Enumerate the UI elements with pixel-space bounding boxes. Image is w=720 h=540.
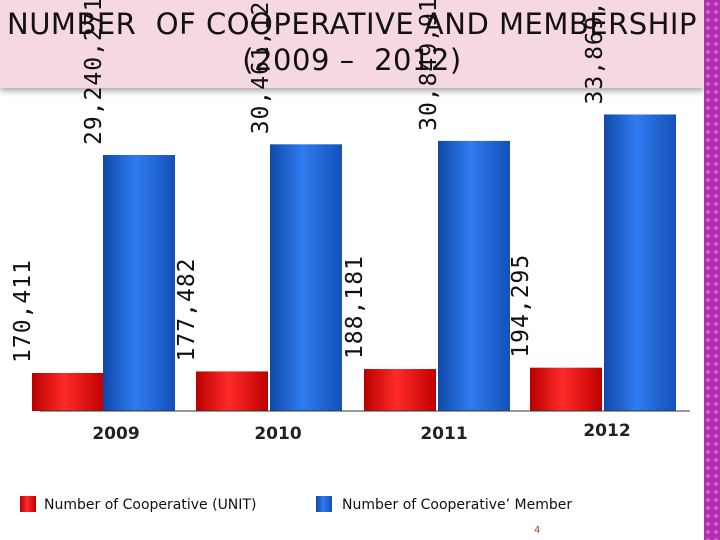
bar-cooperative-2009	[32, 373, 104, 411]
legend-swatch-cooperative	[20, 496, 36, 512]
legend-swatch-member	[316, 496, 332, 512]
title-band	[0, 0, 704, 88]
category-label-2012: 2012	[583, 421, 630, 441]
data-label-member-2012: 33,869,439	[582, 0, 608, 104]
data-label-cooperative-2012: 194,295	[508, 254, 534, 358]
category-label-2010: 2010	[254, 424, 301, 444]
data-label-member-2011: 30,849,913	[416, 0, 442, 131]
legend: Number of Cooperative (UNIT) Number of C…	[20, 496, 572, 513]
data-label-cooperative-2009: 170,411	[10, 259, 36, 363]
data-label-cooperative-2010: 177,482	[174, 257, 200, 361]
page-number: 4	[534, 525, 540, 536]
bar-member-2012	[604, 114, 676, 411]
legend-label-member: Number of Cooperative’ Member	[342, 497, 572, 513]
category-label-2009: 2009	[92, 424, 139, 444]
bar-member-2010	[270, 144, 342, 411]
bar-member-2011	[438, 140, 510, 411]
bars-layer	[32, 114, 676, 411]
slide-title: NUMBER OF COOPERATIVE AND MEMBERSHIP (20…	[0, 6, 704, 78]
data-label-member-2009: 29,240,271	[81, 0, 107, 145]
data-label-cooperative-2011: 188,181	[342, 255, 368, 359]
bar-chart: 170,411 177,482 188,181 194,295 29,240,271 30…	[10, 0, 690, 536]
bar-member-2009	[103, 155, 175, 411]
bar-cooperative-2010	[196, 371, 268, 411]
side-decoration-strip	[704, 0, 720, 540]
legend-label-cooperative: Number of Cooperative (UNIT)	[44, 497, 256, 513]
title-line-1: NUMBER OF COOPERATIVE AND MEMBERSHIP	[7, 7, 697, 41]
data-label-member-2010: 30,461,121	[248, 0, 274, 134]
category-labels: 2009 2010 2011 2012	[92, 421, 630, 444]
labels-layer: 170,411 177,482 188,181 194,295 29,240,271 30…	[10, 0, 608, 363]
bar-cooperative-2012	[530, 367, 602, 411]
category-label-2011: 2011	[420, 424, 467, 444]
side-decoration-pattern	[704, 0, 720, 540]
title-line-2: (2009 – 2012)	[242, 43, 462, 77]
bar-cooperative-2011	[364, 369, 436, 411]
